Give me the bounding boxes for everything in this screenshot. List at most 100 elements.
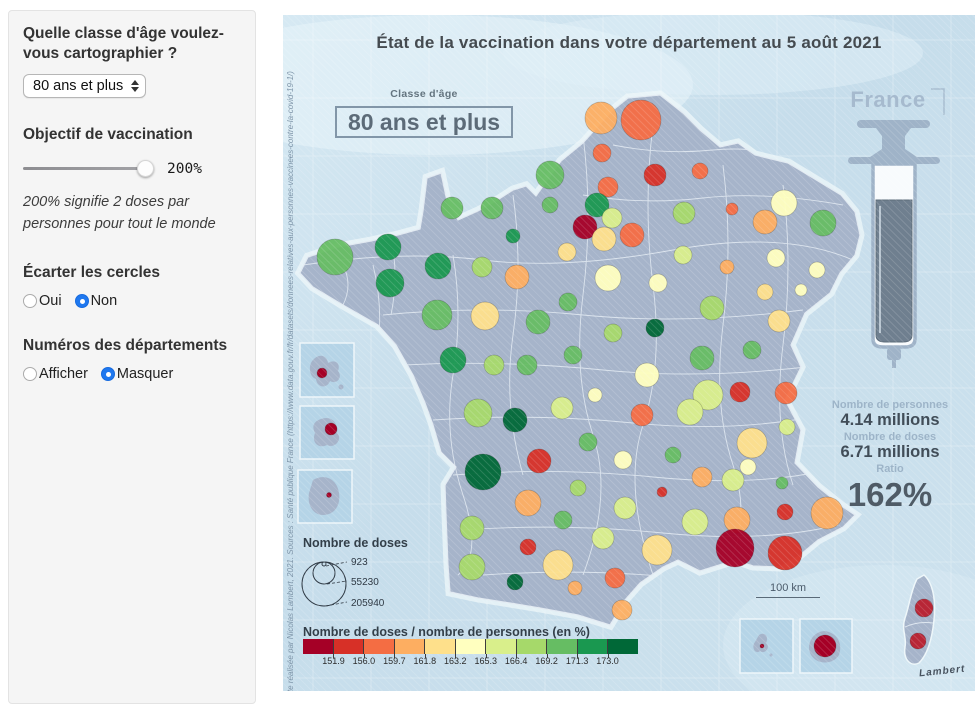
mayotte-land (753, 633, 768, 653)
department-circle (542, 549, 574, 581)
persons-value: 4.14 millions (840, 411, 940, 429)
scale-bar: 100 km (749, 582, 827, 598)
ratio-label: Ratio (876, 463, 904, 475)
size-legend-leaders (325, 561, 348, 607)
department-circle (567, 580, 583, 596)
age-question-label: Quelle classe d'âge voulez-vous cartogra… (23, 25, 224, 62)
department-circle (725, 202, 739, 216)
age-class-select-value: 80 ans et plus (33, 77, 124, 94)
department-circle (808, 261, 826, 279)
doses-value: 6.71 millions (840, 443, 940, 461)
legend-tick-mark (485, 654, 487, 658)
legend-swatch (393, 639, 425, 654)
select-stepper-icon (131, 79, 140, 92)
legend-swatch (303, 639, 333, 654)
department-circle (471, 256, 493, 278)
department-circle (742, 340, 762, 360)
department-circle (526, 448, 552, 474)
department-circle (613, 450, 633, 470)
color-legend-title: Nombre de doses / nombre de personnes (e… (303, 625, 590, 639)
department-circle (439, 346, 467, 374)
legend-tick-mark (333, 654, 335, 658)
department-circle (458, 553, 486, 581)
department-circle (620, 99, 662, 141)
radio-option-oui[interactable]: Oui (23, 293, 62, 309)
legend-tick-mark (394, 654, 396, 658)
sea-light-patch (503, 15, 923, 95)
objective-slider-row: 200% (23, 159, 241, 178)
department-circle (569, 479, 587, 497)
department-circle (584, 101, 618, 135)
radio-option-afficher[interactable]: Afficher (23, 366, 88, 382)
department-circle (587, 387, 603, 403)
department-circle (775, 476, 789, 490)
overseas-circle-mayotte (759, 643, 765, 649)
radio-unselected-icon[interactable] (23, 293, 37, 308)
department-circle (594, 264, 622, 292)
department-circle (611, 599, 633, 621)
department-circle (525, 309, 551, 335)
department-circle (767, 535, 803, 571)
radio-label: Non (90, 292, 118, 309)
inset-box-guadeloupe (299, 342, 355, 398)
legend-tick-label: 156.0 (352, 656, 376, 666)
national-stats: Nombre de personnes 4.14 millions Nombre… (795, 399, 975, 514)
department-circle (643, 163, 667, 187)
scale-bar-label: 100 km (769, 582, 807, 594)
department-circle (672, 201, 696, 225)
legend-tick-label: 173.0 (596, 656, 619, 666)
department-circle (699, 295, 725, 321)
legend-tick-label: 159.7 (383, 656, 406, 666)
department-circle (480, 196, 504, 220)
scale-bar-line (756, 597, 820, 598)
department-circle (483, 354, 505, 376)
legend-swatch (515, 639, 547, 654)
department-numbers-heading: Numéros des départements (23, 336, 228, 354)
mayotte-islet (769, 653, 773, 657)
department-circle (692, 379, 724, 411)
department-circle (634, 362, 660, 388)
slider-thumb[interactable] (137, 159, 154, 177)
department-circle (739, 458, 757, 476)
persons-label: Nombre de personnes (831, 399, 949, 411)
department-circle (914, 598, 934, 618)
department-circle (774, 381, 798, 405)
radio-unselected-icon[interactable] (23, 366, 37, 381)
department-circle (591, 226, 617, 252)
department-circle (463, 398, 493, 428)
radio-selected-icon[interactable] (100, 366, 115, 381)
radio-option-non[interactable]: Non (74, 292, 118, 309)
department-circle (550, 396, 574, 420)
vaccination-objective-slider[interactable] (23, 159, 154, 177)
department-circle (664, 446, 682, 464)
department-circle (316, 238, 354, 276)
department-circle (597, 176, 619, 198)
department-circle (756, 283, 774, 301)
map-credits: Carte réalisée par Nicolas Lambert, 2021… (286, 71, 295, 691)
legend-tick-label: 169.2 (535, 656, 558, 666)
age-class-select[interactable]: 80 ans et plus (23, 73, 147, 98)
department-circle (721, 468, 745, 492)
department-circle (519, 538, 537, 556)
department-circle (809, 209, 837, 237)
radio-selected-icon[interactable] (74, 293, 89, 308)
radio-option-masquer[interactable]: Masquer (100, 366, 173, 382)
age-class-label: Classe d'âge (390, 88, 458, 100)
ratio-value: 162% (847, 476, 933, 513)
department-circle (440, 196, 464, 220)
department-circle (578, 432, 598, 452)
legend-tick-label: 165.3 (474, 656, 497, 666)
department-circle (591, 526, 615, 550)
doses-label: Nombre de doses (843, 431, 937, 443)
legend-tick-label: 161.8 (413, 656, 437, 666)
overseas-circle-guadeloupe (316, 367, 328, 379)
size-legend-circles (301, 561, 347, 607)
department-circle (715, 528, 755, 568)
slider-value: 200% (167, 160, 202, 177)
department-circle (776, 503, 794, 521)
legend-tick-label: 163.2 (444, 656, 467, 666)
department-circle (645, 318, 665, 338)
legend-tick-mark (455, 654, 457, 658)
department-circle (909, 632, 927, 650)
legend-swatch (485, 639, 516, 654)
